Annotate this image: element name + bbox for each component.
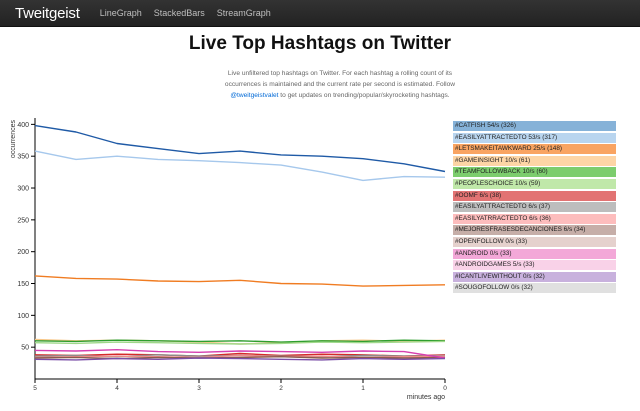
legend-item[interactable]: #ANDROIDGAMES 5/s (33)	[453, 260, 616, 271]
brand-logo[interactable]: Tweitgeist	[15, 4, 80, 22]
y-tick-label: 400	[17, 122, 29, 129]
legend-item[interactable]: #TEAMFOLLOWBACK 10/s (60)	[453, 167, 616, 178]
legend-item[interactable]: #GAMEINSIGHT 10/s (61)	[453, 155, 616, 166]
legend-item[interactable]: #EASILYATTRACTEDTO 53/s (317)	[453, 132, 616, 143]
series-line	[34, 150, 446, 182]
y-tick-label: 50	[21, 345, 29, 352]
legend-item[interactable]: #LETSMAKEITAWKWARD 25/s (148)	[453, 144, 616, 155]
y-tick-label: 200	[17, 249, 29, 256]
legend-item[interactable]: #ANDROID 0/s (33)	[453, 248, 616, 259]
intro-text-before: Live unfiltered top hashtags on Twitter.…	[224, 70, 456, 88]
nav-link-stackedbars[interactable]: StackedBars	[153, 8, 205, 18]
y-tick-label: 100	[17, 313, 29, 320]
page-title: Live Top Hashtags on Twitter	[188, 33, 452, 54]
intro-paragraph: Live unfiltered top hashtags on Twitter.…	[215, 68, 465, 101]
x-tick-label: 0	[443, 385, 447, 392]
legend-item[interactable]: #MEJORESFRASESDECANCIONES 6/s (34)	[453, 225, 616, 236]
y-tick-label: 150	[17, 281, 29, 288]
legend-item[interactable]: #OOMF 6/s (38)	[453, 190, 616, 201]
legend-item[interactable]: #ICANTLIVEWITHOUT 0/s (32)	[453, 271, 616, 282]
nav-link-streamgraph[interactable]: StreamGraph	[216, 8, 271, 18]
x-axis-title: minutes ago	[407, 394, 445, 401]
series-line	[34, 355, 446, 360]
legend-item[interactable]: #EASILYATTRACTEDTO 6/s (37)	[453, 202, 616, 213]
series-line	[34, 340, 446, 345]
x-tick-label: 2	[279, 385, 283, 392]
y-tick-label: 350	[17, 154, 29, 161]
series-line	[34, 348, 446, 359]
hashtag-legend: #CATFISH 54/s (326) #EASILYATTRACTEDTO 53…	[453, 121, 616, 295]
series-line	[34, 124, 446, 173]
series-line	[34, 339, 446, 343]
legend-item[interactable]: #CATFISH 54/s (326)	[453, 121, 616, 131]
top-navbar: Tweitgeist LineGraph StackedBars StreamG…	[0, 0, 640, 27]
series-line	[34, 357, 446, 361]
legend-item[interactable]: #EASILYATRRACTEDTO 6/s (36)	[453, 213, 616, 224]
y-tick-label: 250	[17, 217, 29, 224]
series-line	[34, 275, 446, 287]
y-tick-label: 300	[17, 186, 29, 193]
x-tick-label: 4	[115, 385, 119, 392]
legend-item[interactable]: #PEOPLESCHOICE 10/s (59)	[453, 178, 616, 189]
nav-link-linegraph[interactable]: LineGraph	[99, 8, 142, 18]
x-tick-label: 5	[33, 385, 37, 392]
y-axis-title: occurrences	[10, 120, 17, 159]
line-chart: 50 100 150 200 250 300 350 400 5 4 3 2 1 0 occurrences…	[10, 118, 447, 401]
twitter-account-link[interactable]: @tweitgeistvalet	[230, 92, 279, 99]
x-tick-label: 1	[361, 385, 365, 392]
x-tick-label: 3	[197, 385, 201, 392]
intro-text-after: to get updates on trending/popular/skyro…	[278, 92, 450, 99]
legend-item[interactable]: #SOUGOFOLLOW 0/s (32)	[453, 283, 616, 294]
legend-item[interactable]: #OPENFOLLOW 0/s (33)	[453, 236, 616, 247]
